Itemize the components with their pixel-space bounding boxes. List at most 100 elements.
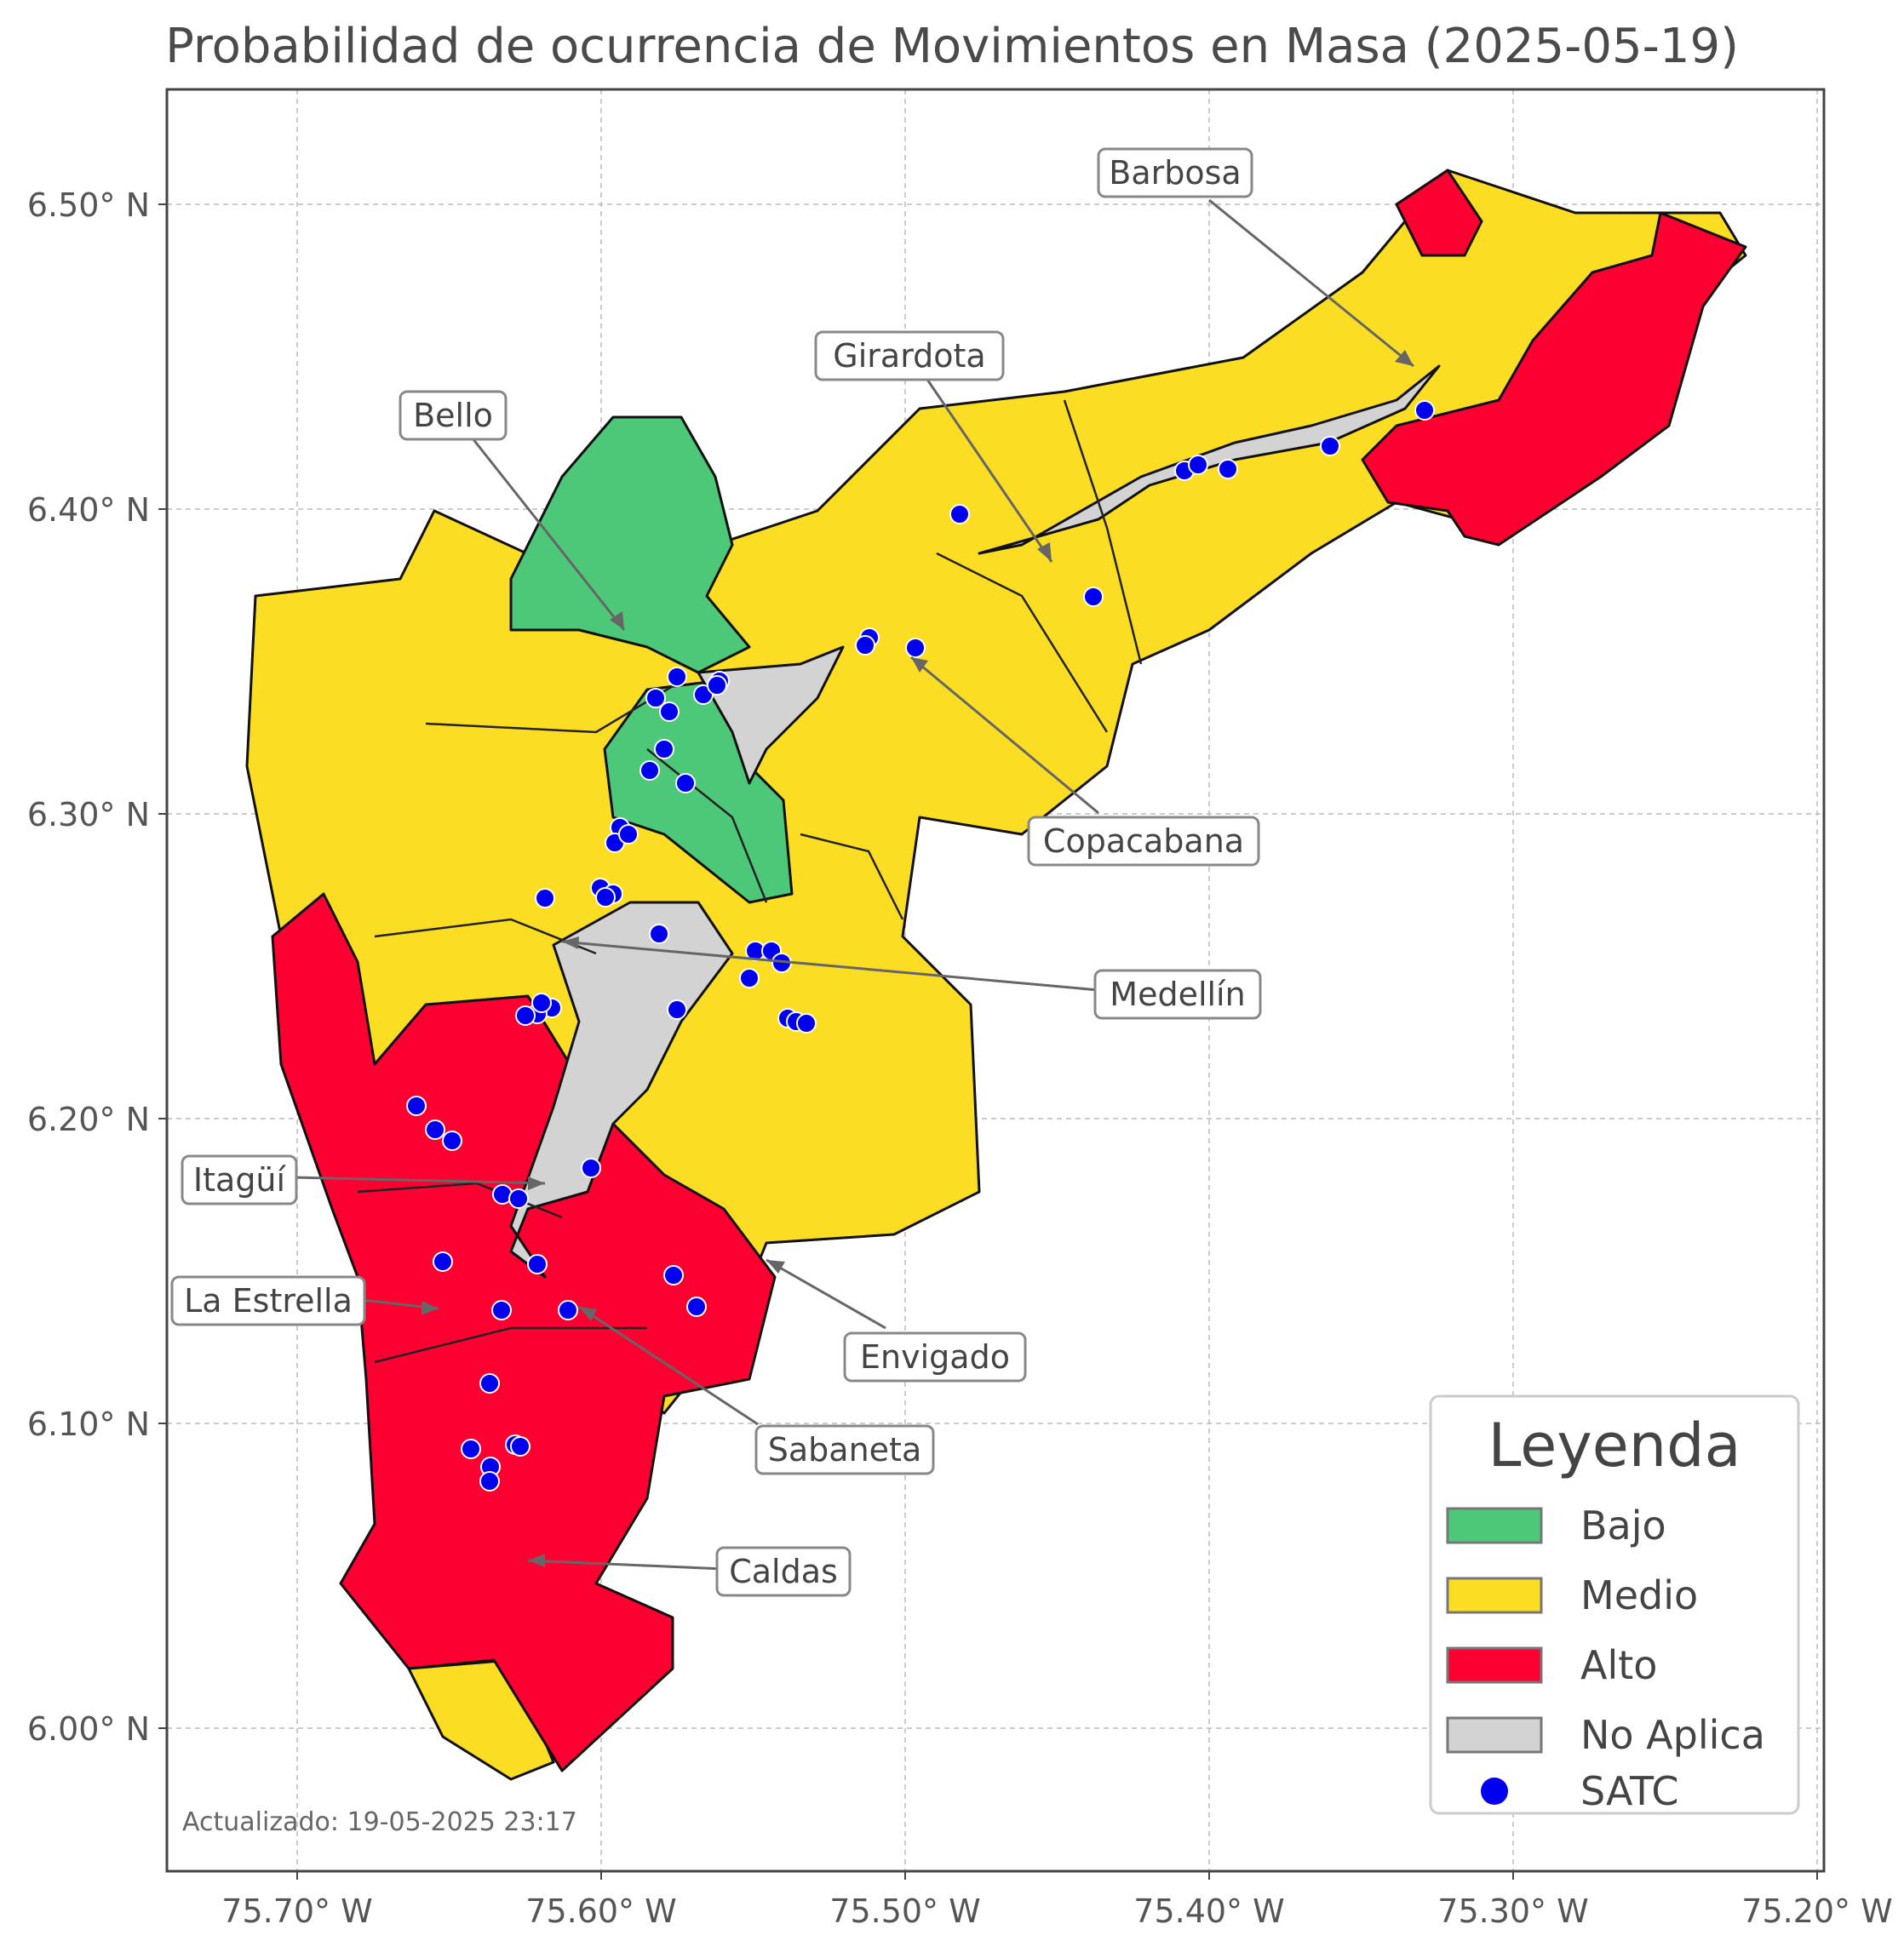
svg-text:Medio: Medio (1580, 1572, 1698, 1618)
x-tick-label: 75.40° W (1133, 1892, 1284, 1930)
satc-station-marker (595, 887, 616, 908)
satc-station-marker (645, 688, 666, 708)
region-alto-ne-1 (1395, 169, 1483, 257)
y-tick-label: 6.30° N (27, 796, 150, 833)
satc-station-marker (1188, 455, 1208, 475)
satc-station-marker (1083, 587, 1104, 607)
satc-station-marker (1218, 459, 1238, 479)
satc-station-marker (667, 999, 687, 1020)
region-no-aplica-north (697, 645, 845, 785)
callout-bello: Bello (399, 390, 508, 441)
satc-station-marker (558, 1300, 578, 1320)
satc-station-marker (527, 1254, 548, 1274)
satc-station-marker (654, 739, 674, 759)
y-tick-label: 6.40° N (27, 491, 150, 529)
x-tick-label: 75.70° W (221, 1892, 372, 1930)
region-no-aplica-medellin (509, 901, 734, 1279)
svg-text:SATC: SATC (1580, 1768, 1678, 1814)
callout-arrowheads (422, 350, 1414, 1567)
callout-medellin: Medellín (1093, 969, 1262, 1020)
x-axis: 75.70° W 75.60° W 75.50° W 75.40° W 75.3… (221, 1871, 1893, 1930)
satc-station-marker (949, 504, 970, 524)
x-tick-label: 75.60° W (525, 1892, 676, 1930)
svg-text:Girardota: Girardota (833, 337, 985, 375)
region-no-aplica-valley (978, 364, 1441, 555)
callout-girardota: Girardota (814, 330, 1005, 381)
satc-station-marker (663, 1265, 684, 1285)
satc-stations (406, 400, 1435, 1492)
legend-item-no-aplica: No Aplica (1446, 1712, 1765, 1758)
region-alto-south (271, 892, 777, 1772)
x-tick-label: 75.20° W (1741, 1892, 1892, 1930)
satc-station-marker (515, 1005, 536, 1026)
satc-station-marker (686, 1297, 707, 1317)
satc-station-marker (1320, 436, 1340, 456)
svg-text:Medellín: Medellín (1110, 976, 1245, 1013)
satc-station-marker (479, 1373, 500, 1394)
satc-station-marker (796, 1013, 817, 1033)
svg-text:Envigado: Envigado (860, 1338, 1010, 1376)
callout-itagui: Itagüí (181, 1154, 298, 1205)
satc-station-marker (508, 1188, 529, 1209)
map-frame (165, 88, 1826, 1873)
x-tick-label: 75.30° W (1437, 1892, 1588, 1930)
satc-station-marker (1414, 400, 1435, 421)
satc-station-marker (510, 1436, 530, 1457)
satc-station-marker (639, 760, 660, 781)
callout-arrows (293, 198, 1414, 1571)
risk-regions (245, 169, 1747, 1781)
x-tick-label: 75.50° W (829, 1892, 980, 1930)
svg-text:La Estrella: La Estrella (184, 1282, 353, 1320)
svg-text:Bello: Bello (413, 397, 493, 434)
svg-text:Copacabana: Copacabana (1043, 822, 1244, 860)
satc-station-marker (618, 824, 639, 845)
svg-text:Caldas: Caldas (729, 1553, 838, 1590)
satc-station-marker (739, 968, 760, 988)
svg-text:No Aplica: No Aplica (1580, 1712, 1765, 1758)
satc-station-marker (581, 1158, 601, 1178)
svg-text:Itagüí: Itagüí (193, 1161, 287, 1199)
satc-station-marker (531, 993, 552, 1013)
satc-station-marker (433, 1251, 453, 1272)
updated-timestamp: Actualizado: 19-05-2025 23:17 (182, 1807, 577, 1837)
svg-text:Sabaneta: Sabaneta (768, 1431, 921, 1469)
satc-station-marker (855, 635, 875, 656)
region-bajo-bello (509, 415, 751, 674)
y-tick-label: 6.20° N (27, 1101, 150, 1138)
callout-sabaneta: Sabaneta (754, 1424, 935, 1475)
satc-station-marker (667, 667, 687, 687)
callout-labels: Barbosa Girardota Bello Copacabana Medel… (170, 147, 1262, 1597)
satc-station-marker (675, 773, 696, 793)
y-axis: 6.50° N 6.40° N 6.30° N 6.20° N 6.10° N … (27, 186, 167, 1748)
callout-barbosa: Barbosa (1097, 147, 1253, 198)
satc-station-marker (479, 1471, 500, 1492)
svg-text:Barbosa: Barbosa (1109, 154, 1241, 192)
callout-la-estrella: La Estrella (170, 1275, 366, 1326)
satc-station-marker (442, 1131, 462, 1151)
y-tick-label: 6.50° N (27, 186, 150, 224)
satc-station-marker (461, 1439, 481, 1459)
svg-text:Bajo: Bajo (1580, 1503, 1666, 1549)
satc-station-marker (649, 924, 669, 944)
y-tick-label: 6.10° N (27, 1406, 150, 1443)
svg-text:Alto: Alto (1580, 1642, 1657, 1688)
satc-station-marker (425, 1119, 445, 1140)
legend-title: Leyenda (1488, 1411, 1741, 1480)
legend: Leyenda Bajo Medio Alto No Aplica SATC (1429, 1394, 1800, 1815)
satc-station-marker (535, 888, 555, 908)
satc-station-marker (491, 1300, 512, 1320)
callout-envigado: Envigado (843, 1331, 1027, 1383)
satc-station-marker (406, 1096, 427, 1116)
legend-item-bajo: Bajo (1446, 1503, 1666, 1549)
satc-station-marker (707, 675, 727, 696)
legend-item-alto: Alto (1446, 1642, 1657, 1688)
legend-item-medio: Medio (1446, 1572, 1698, 1618)
map-title: Probabilidad de ocurrencia de Movimiento… (165, 19, 1739, 74)
legend-item-satc: SATC (1481, 1768, 1678, 1814)
region-alto-ne-2 (1361, 211, 1747, 547)
callout-caldas: Caldas (715, 1546, 852, 1597)
callout-copacabana: Copacabana (1027, 816, 1260, 867)
y-tick-label: 6.00° N (27, 1710, 150, 1748)
satc-station-marker (659, 701, 680, 722)
